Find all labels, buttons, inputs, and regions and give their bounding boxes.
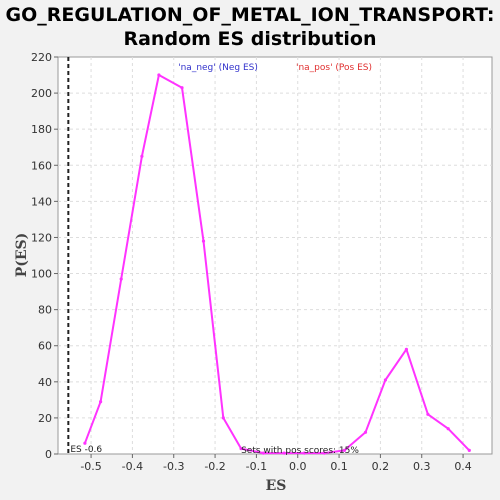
x-tick-label: -0.2 [204,460,225,473]
y-tick-label: 160 [31,159,52,172]
es-line-label: ES -0.6 [70,445,102,455]
x-tick-label: 0.4 [454,460,472,473]
y-tick-label: 60 [38,340,52,353]
pos-scores-annotation: Sets with pos scores: 15% [241,446,359,456]
data-point [140,154,144,158]
x-tick-label: 0.1 [330,460,348,473]
data-point [404,347,408,351]
data-point [446,427,450,431]
data-point [363,430,368,434]
data-point [302,451,306,455]
series-line [83,74,471,455]
data-point [467,448,471,452]
x-tick-label: -0.1 [246,460,267,473]
data-point [282,451,286,455]
data-point [322,451,326,455]
data-point [119,277,123,281]
y-tick-label: 100 [31,268,52,281]
y-tick-label: 140 [31,195,52,208]
grid-lines [58,57,492,454]
series-layer [83,73,471,455]
y-tick-label: 20 [38,412,52,425]
x-tick-label: -0.4 [122,460,143,473]
y-tick-label: 40 [38,376,52,389]
x-tick-label: -0.5 [80,460,101,473]
y-tick-label: 200 [31,87,52,100]
chart-title-line-2: Random ES distribution [123,28,377,50]
data-point [180,86,184,90]
x-tick-label: 0.3 [413,460,431,473]
legend-neg-es: 'na_neg' (Neg ES) [178,63,258,73]
x-tick-label: 0.2 [372,460,390,473]
y-axis-label: P(ES) [14,233,30,278]
x-tick-label: 0.0 [289,460,307,473]
y-tick-label: 120 [31,231,52,244]
data-point [383,378,387,382]
legend-pos-es: 'na_pos' (Pos ES) [296,63,372,73]
data-point [342,448,346,452]
data-point [426,412,430,416]
plot-area [57,56,493,455]
y-tick-label: 80 [38,304,52,317]
y-tick-label: 220 [31,51,52,64]
data-point [157,73,161,77]
data-point [221,416,225,420]
y-tick-label: 0 [45,448,52,461]
chart-title-line-1: GO_REGULATION_OF_METAL_ION_TRANSPORT: [5,4,495,26]
data-point [239,447,243,451]
axes: 0 20 40 60 80 100 120 140 160 180 200 220 -0.5 -0.4 -0… [31,51,472,473]
data-point [261,451,265,455]
data-point [201,239,206,243]
data-point [83,441,87,445]
y-tick-label: 180 [31,123,52,136]
es-marker: ES -0.6 [67,57,102,455]
data-point [99,400,103,404]
x-axis-label: ES [266,478,287,494]
x-tick-label: -0.3 [163,460,184,473]
